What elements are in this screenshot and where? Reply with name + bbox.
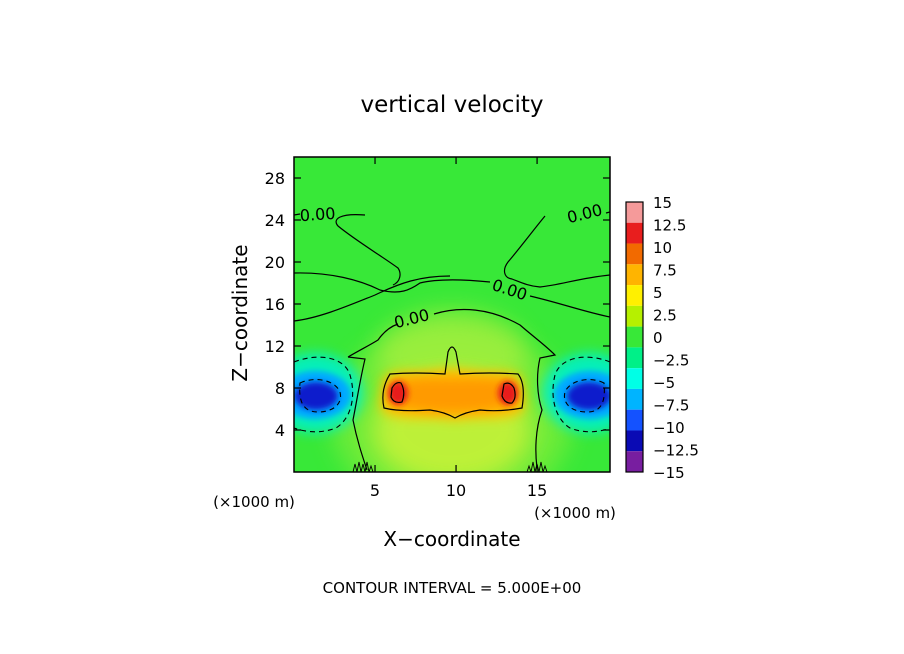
colorbar-label: −2.5 bbox=[653, 352, 689, 370]
zero-contour-upper-dome bbox=[294, 275, 610, 322]
downdraft-right-core bbox=[567, 382, 610, 410]
plot-area bbox=[294, 157, 610, 472]
downdraft-left-core bbox=[294, 382, 338, 410]
y-tick-label: 20 bbox=[265, 253, 285, 272]
colorbar-swatch bbox=[626, 285, 643, 306]
colorbar: 15 12.5 10 7.5 5 2.5 0 −2.5 −5 −7.5 −10 −12.5 −15 bbox=[625, 194, 699, 482]
contour-label: 0.00 bbox=[299, 204, 336, 225]
ripple-right bbox=[526, 461, 548, 472]
surface-ripples bbox=[352, 461, 548, 472]
colorbar-swatch bbox=[626, 409, 643, 431]
x-tick-label: 10 bbox=[446, 481, 466, 500]
colorbar-swatch bbox=[626, 368, 643, 389]
colorbar-swatch bbox=[626, 264, 643, 286]
zero-contour-arch bbox=[294, 272, 491, 293]
contour-lines bbox=[294, 211, 610, 471]
contour-interval-note: CONTOUR INTERVAL = 5.000E+00 bbox=[323, 579, 582, 597]
colorbar-swatch bbox=[626, 430, 643, 452]
colorbar-swatch bbox=[626, 222, 643, 244]
colorbar-frame bbox=[625, 201, 644, 473]
colorbar-swatch bbox=[626, 243, 643, 265]
field-shading bbox=[294, 310, 610, 472]
colorbar-label: 15 bbox=[653, 194, 672, 212]
x-axis-unit: (×1000 m) bbox=[534, 504, 616, 522]
ripple-left bbox=[352, 461, 374, 472]
x-axis: 5 10 15 bbox=[370, 157, 547, 500]
colorbar-swatch bbox=[626, 326, 643, 348]
contour-10-left bbox=[390, 381, 405, 404]
y-axis-unit: (×1000 m) bbox=[213, 493, 295, 511]
chart-title: vertical velocity bbox=[361, 92, 544, 118]
colorbar-label: 10 bbox=[653, 239, 672, 257]
y-tick-label: 24 bbox=[265, 211, 285, 230]
updraft-inner bbox=[388, 377, 518, 413]
colorbar-swatch bbox=[626, 202, 643, 223]
y-tick-label: 8 bbox=[275, 379, 285, 398]
colorbar-label: −7.5 bbox=[653, 397, 689, 415]
contour-10-right bbox=[501, 382, 516, 404]
colorbar-label: −10 bbox=[653, 419, 685, 437]
colorbar-label: 0 bbox=[653, 329, 663, 347]
colorbar-label: 5 bbox=[653, 284, 663, 302]
colorbar-label: −15 bbox=[653, 464, 685, 482]
colorbar-swatch bbox=[626, 388, 643, 410]
y-axis-label: Z−coordinate bbox=[228, 244, 252, 381]
x-axis-label: X−coordinate bbox=[383, 527, 520, 551]
colorbar-swatch bbox=[626, 451, 643, 472]
zero-contour-lower-dome bbox=[347, 308, 557, 471]
y-tick-label: 4 bbox=[275, 421, 285, 440]
plot-frame bbox=[293, 156, 611, 473]
colorbar-label: 2.5 bbox=[653, 307, 677, 325]
colorbar-swatch bbox=[626, 347, 643, 369]
x-tick-label: 5 bbox=[370, 481, 380, 500]
y-tick-label: 12 bbox=[265, 337, 285, 356]
x-tick-label: 15 bbox=[527, 481, 547, 500]
negative-contours bbox=[294, 356, 610, 433]
y-tick-label: 16 bbox=[265, 295, 285, 314]
y-tick-label: 28 bbox=[265, 169, 285, 188]
contour-5-updraft bbox=[382, 346, 524, 419]
colorbar-swatch bbox=[626, 305, 643, 327]
colorbar-label: −5 bbox=[653, 374, 675, 392]
neg-contour-left-outer bbox=[294, 356, 354, 433]
colorbar-label: −12.5 bbox=[653, 442, 699, 460]
y-axis: 4 8 12 16 20 24 28 bbox=[265, 169, 610, 440]
colorbar-label: 7.5 bbox=[653, 262, 677, 280]
colorbar-label: 12.5 bbox=[653, 217, 686, 235]
zero-contour-top-left bbox=[294, 213, 401, 286]
